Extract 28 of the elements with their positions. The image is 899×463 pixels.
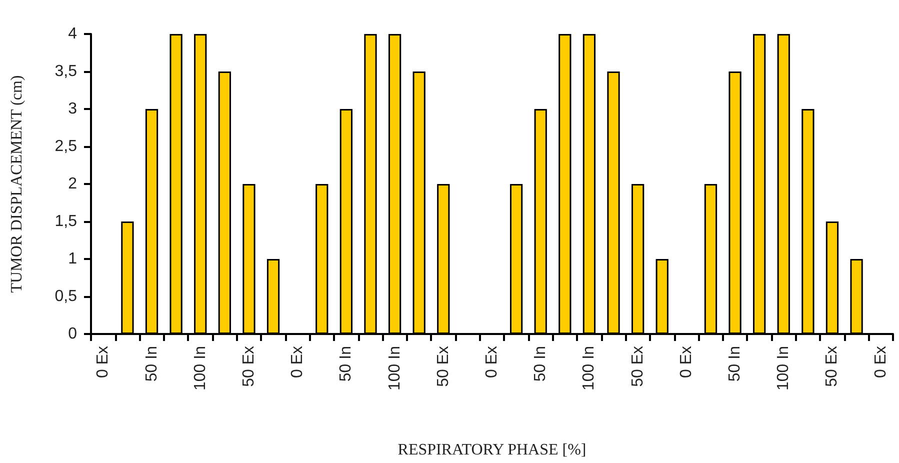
y-tick-label: 3	[68, 100, 78, 118]
x-tick-label: 50 Ex	[629, 346, 646, 387]
x-tick-label: 0 Ex	[872, 346, 890, 378]
x-tick-label: 50 Ex	[434, 346, 452, 387]
x-tick-label: 0 Ex	[289, 346, 306, 378]
y-tick-label: 2,5	[54, 138, 78, 155]
y-tick-label: 4	[68, 26, 78, 42]
x-tick-label: 50 In	[726, 346, 744, 382]
y-tick-label: 0,5	[54, 288, 78, 305]
y-tick-label: 3,5	[54, 63, 78, 80]
y-tick-label: 2	[68, 176, 78, 192]
y-axis-title: TUMOR DISPLACEMENT (cm)	[8, 75, 26, 293]
x-tick-label: 100 In	[775, 346, 792, 390]
x-tick-label: 100 In	[580, 346, 598, 390]
y-tick-label: 1	[68, 250, 78, 268]
x-tick-label: 50 In	[338, 346, 355, 382]
x-tick-label: 50 In	[143, 346, 160, 382]
x-tick-label: 50 In	[532, 346, 550, 382]
x-tick-label: 50 Ex	[824, 346, 841, 387]
y-tick-label: 1,5	[54, 213, 78, 230]
x-tick-label: 0 Ex	[484, 346, 500, 378]
x-tick-label: 0 Ex	[94, 346, 112, 378]
x-tick-label: 0 Ex	[678, 346, 695, 378]
x-axis-title: RESPIRATORY PHASE [%]	[398, 442, 586, 458]
x-tick-label: 100 In	[386, 346, 404, 390]
x-tick-label: 100 In	[192, 346, 209, 390]
y-tick-label: 0	[68, 326, 78, 342]
x-tick-label: 50 Ex	[240, 346, 258, 387]
